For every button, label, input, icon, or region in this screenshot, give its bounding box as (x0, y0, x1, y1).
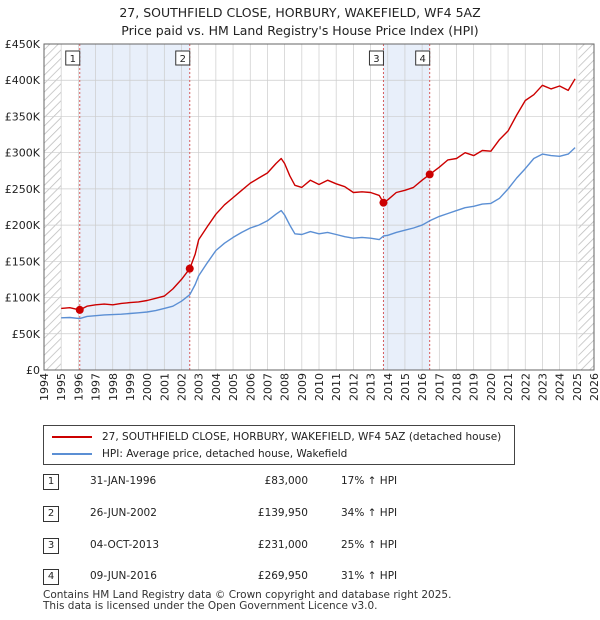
x-tick-label: 2011 (330, 373, 343, 401)
sale-row: 2 26-JUN-2002 £139,950 34% ↑ HPI (43, 506, 543, 522)
x-tick-label: 2018 (451, 373, 464, 401)
x-tick-label: 2017 (433, 373, 446, 401)
y-tick-label: £350K (5, 110, 41, 123)
price-chart: 1 2 3 4 £0 £50K £100K £150K £200K £250K £300K £350… (5, 38, 600, 401)
x-tick-label: 2002 (176, 373, 189, 401)
sale-price: £139,950 (257, 507, 308, 519)
sale-date: 09-JUN-2016 (90, 570, 157, 582)
legend-label-property: 27, SOUTHFIELD CLOSE, HORBURY, WAKEFIELD… (102, 431, 502, 443)
x-tick-label: 2004 (210, 373, 223, 401)
sale-point (185, 264, 194, 273)
legend-item-hpi: HPI: Average price, detached house, Wake… (52, 447, 347, 461)
sale-hpi-change: 31% ↑ HPI (341, 570, 398, 582)
x-tick-label: 2013 (365, 373, 378, 401)
property-price-line (61, 78, 576, 311)
y-tick-label: £50K (12, 328, 41, 341)
x-tick-label: 2014 (382, 373, 395, 401)
x-tick-label: 2010 (313, 373, 326, 401)
sale-date: 31-JAN-1996 (90, 475, 157, 487)
x-tick-label: 2019 (468, 373, 481, 401)
plot-frame (43, 43, 595, 371)
x-tick-label: 1995 (55, 373, 68, 401)
sale-label: 4 (420, 54, 426, 65)
sale-number-badge: 2 (43, 506, 59, 522)
sale-number-badge: 1 (43, 474, 59, 490)
footer-copyright: Contains HM Land Registry data © Crown c… (43, 589, 452, 601)
y-tick-label: £150K (5, 255, 41, 268)
x-tick-label: 2008 (279, 373, 292, 401)
sale-number-badge: 4 (43, 569, 59, 585)
sale-label-box (65, 50, 81, 66)
x-tick-label: 2020 (485, 373, 498, 401)
chart-title-line2: Price paid vs. HM Land Registry's House … (121, 23, 479, 38)
chart-legend: 27, SOUTHFIELD CLOSE, HORBURY, WAKEFIELD… (43, 425, 515, 465)
sale-label-box (415, 50, 431, 66)
x-tick-label: 2026 (588, 373, 600, 401)
legend-swatch-property (52, 436, 92, 438)
x-tick-label: 2012 (347, 373, 360, 401)
x-tick-label: 1998 (107, 373, 120, 401)
sale-point (379, 198, 388, 207)
y-tick-label: £450K (5, 38, 41, 51)
x-tick-label: 2007 (261, 373, 274, 401)
sale-hpi-change: 34% ↑ HPI (341, 507, 398, 519)
sale-point (425, 170, 434, 179)
ownership-shade (79, 44, 190, 370)
sale-row: 4 09-JUN-2016 £269,950 31% ↑ HPI (43, 569, 543, 585)
sale-price: £231,000 (257, 539, 308, 551)
chart-title-line1: 27, SOUTHFIELD CLOSE, HORBURY, WAKEFIELD… (119, 5, 481, 20)
hatched-region (578, 44, 594, 370)
footer-licence: This data is licensed under the Open Gov… (43, 600, 378, 612)
y-tick-label: £400K (5, 74, 41, 87)
x-tick-label: 2015 (399, 373, 412, 401)
y-tick-label: £300K (5, 147, 41, 160)
x-tick-label: 2000 (141, 373, 154, 401)
sale-row: 1 31-JAN-1996 £83,000 17% ↑ HPI (43, 474, 543, 490)
sale-price: £269,950 (257, 570, 308, 582)
x-tick-label: 2001 (158, 373, 171, 401)
sale-label: 2 (180, 54, 186, 65)
ownership-shade (383, 44, 430, 370)
legend-label-hpi: HPI: Average price, detached house, Wake… (102, 448, 348, 460)
x-tick-label: 2023 (536, 373, 549, 401)
hatched-region (44, 44, 62, 370)
sale-date: 26-JUN-2002 (90, 507, 157, 519)
x-tick-label: 2003 (193, 373, 206, 401)
legend-item-property: 27, SOUTHFIELD CLOSE, HORBURY, WAKEFIELD… (52, 430, 501, 444)
x-tick-label: 2016 (416, 373, 429, 401)
y-tick-label: £200K (5, 219, 41, 232)
sale-number-badge: 3 (43, 538, 59, 554)
legend-swatch-hpi (52, 453, 92, 455)
x-tick-label: 2006 (244, 373, 257, 401)
sale-price: £83,000 (264, 475, 308, 487)
x-tick-label: 2024 (554, 373, 567, 401)
sale-date: 04-OCT-2013 (90, 539, 159, 551)
hpi-line (61, 147, 576, 320)
sale-label-box (368, 50, 384, 66)
sale-row: 3 04-OCT-2013 £231,000 25% ↑ HPI (43, 538, 543, 554)
sale-hpi-change: 25% ↑ HPI (341, 539, 398, 551)
x-tick-label: 2009 (296, 373, 309, 401)
y-tick-label: £100K (5, 292, 41, 305)
x-tick-label: 1997 (90, 373, 103, 401)
x-tick-label: 1994 (38, 373, 51, 401)
x-tick-label: 2005 (227, 373, 240, 401)
x-tick-label: 2021 (502, 373, 515, 401)
sale-label: 3 (373, 54, 379, 65)
x-tick-label: 2025 (571, 373, 584, 401)
chart-title: 27, SOUTHFIELD CLOSE, HORBURY, WAKEFIELD… (0, 4, 600, 40)
sale-label-box (175, 50, 191, 66)
y-tick-label: £0 (26, 364, 40, 377)
sale-point (75, 305, 84, 314)
x-tick-label: 1996 (72, 373, 85, 401)
y-tick-label: £250K (5, 183, 41, 196)
sale-hpi-change: 17% ↑ HPI (341, 475, 398, 487)
sale-label: 1 (70, 54, 76, 65)
x-tick-label: 1999 (124, 373, 137, 401)
footer: Contains HM Land Registry data © Crown c… (43, 590, 451, 612)
x-tick-label: 2022 (519, 373, 532, 401)
